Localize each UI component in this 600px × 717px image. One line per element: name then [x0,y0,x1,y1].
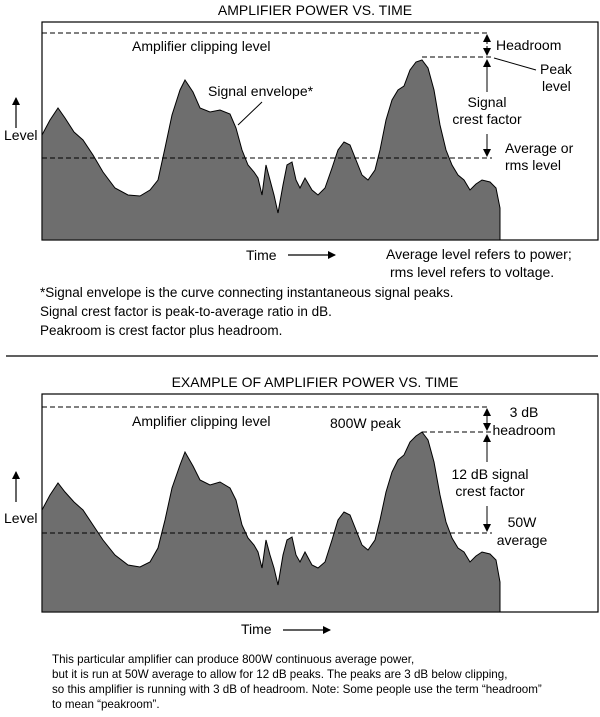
diagram1-envelope-leader [237,101,263,126]
diagram2-level-label: Level [4,510,37,526]
footnote-peakroom: Peakroom is crest factor plus headroom. [40,323,283,338]
diagram2-signal-envelope [41,431,501,613]
diagram1-crest-label: Signal crest factor [452,94,522,127]
diagram1-level-label: Level [4,127,37,143]
diagram1-time-label: Time [246,247,277,263]
diagram1-headroom-label: Headroom [496,37,561,53]
footnote-crest: Signal crest factor is peak-to-average r… [40,304,332,319]
diagram1-title: AMPLIFIER POWER VS. TIME [218,2,412,18]
diagram1-side-note: Average level refers to power; rms level … [386,246,572,280]
diagram2-title: EXAMPLE OF AMPLIFIER POWER VS. TIME [172,374,459,390]
diagram1-peak-leader [493,57,537,71]
diagram1-signal-envelope [41,59,501,241]
diagram1-clipping-label: Amplifier clipping level [132,38,271,54]
diagram2-peak-label: 800W peak [330,415,402,431]
caption-line: This particular amplifier can produce 80… [52,653,415,666]
footnote-envelope: *Signal envelope is the curve connecting… [40,285,454,300]
diagram2-crest-label: 12 dB signal crest factor [451,466,528,499]
diagram1-average-label: Average or rms level [505,140,574,173]
diagram1-envelope-label: Signal envelope* [208,83,314,99]
diagram1-peak-label: Peak level [540,61,573,94]
caption-line: but it is run at 50W average to allow fo… [52,668,508,681]
diagram1-footnotes: *Signal envelope is the curve connecting… [40,283,454,340]
diagram2-clipping-label: Amplifier clipping level [132,413,271,429]
diagram2-headroom-label: 3 dB headroom [492,404,555,438]
diagram2-time-label: Time [241,621,272,637]
diagram2-caption: This particular amplifier can produce 80… [52,652,542,712]
caption-line: so this amplifier is running with 3 dB o… [52,683,542,696]
caption-line: to mean “peakroom”. [52,698,160,711]
diagram2-average-label: 50W average [497,514,548,548]
